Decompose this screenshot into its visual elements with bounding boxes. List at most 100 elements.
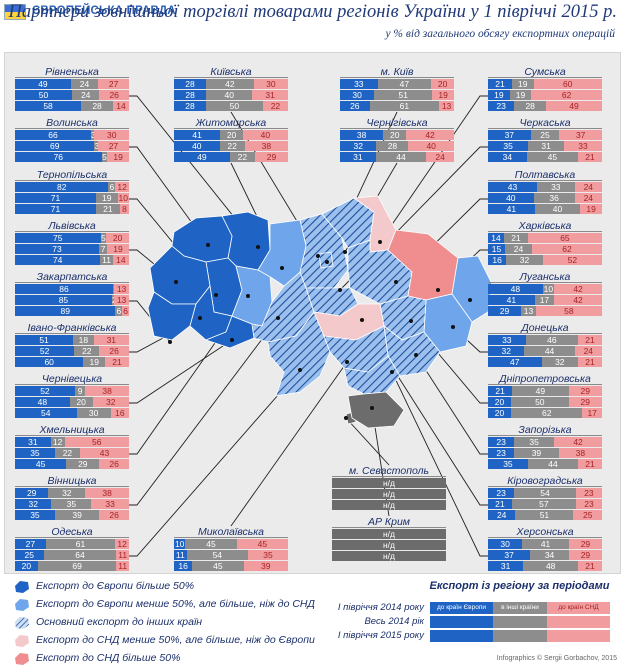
bar-seg-cis: 13 bbox=[114, 295, 129, 305]
bar-seg-cis: 14 bbox=[113, 101, 129, 111]
bar-h1-2015: 29 13 58 bbox=[488, 306, 602, 316]
bar-seg-other: 57 bbox=[511, 499, 577, 509]
bar-seg-europe: 23 bbox=[488, 448, 515, 458]
bar-seg-europe: 10 bbox=[174, 539, 186, 549]
bar-seg-cis: 14 bbox=[112, 255, 129, 265]
bar-seg-cis: 62 bbox=[532, 244, 602, 254]
logo[interactable]: ЄВРОПЕЙСЬКА ПРАВДА bbox=[4, 3, 176, 23]
no-data-bar: н/д bbox=[332, 551, 446, 561]
bar-seg-other: 33 bbox=[537, 182, 575, 192]
region-26-panel: АР Крим н/д н/д н/д bbox=[332, 516, 446, 562]
bar-seg-other: 32 bbox=[541, 357, 579, 367]
bar-seg-europe: 74 bbox=[15, 255, 101, 265]
bar-seg-other: 24 bbox=[70, 79, 99, 89]
bar-seg-cis: 42 bbox=[554, 284, 602, 294]
bar-seg-cis: 38 bbox=[85, 386, 129, 396]
period-label: I півріччя 2014 року bbox=[337, 602, 424, 613]
bar-seg-europe: 82 bbox=[15, 182, 109, 192]
page-subtitle: у % від загального обсягу експортних опе… bbox=[385, 28, 615, 40]
bar-h1-2014: 66 3 30 bbox=[15, 130, 129, 140]
bar-seg-other: 48 bbox=[523, 561, 579, 571]
bar-seg-other: 28 bbox=[376, 141, 409, 151]
bar-seg-other: 49 bbox=[512, 386, 569, 396]
bar-seg-europe: 23 bbox=[488, 488, 515, 498]
bar-seg-europe: 30 bbox=[488, 539, 523, 549]
bar-year-2014: 71 19 10 bbox=[15, 193, 129, 203]
bar-seg-other: 22 bbox=[54, 448, 80, 458]
bar-seg-cis: 12 bbox=[115, 182, 129, 192]
bar-seg-europe: 73 bbox=[15, 244, 100, 254]
bar-year-2014: 52 22 26 bbox=[15, 346, 129, 356]
bar-seg-cis: 26 bbox=[99, 346, 129, 356]
bar-seg-other: 32 bbox=[506, 255, 543, 265]
bar-year-2014: 69 3 27 bbox=[15, 141, 129, 151]
bar-seg-other: 20 bbox=[69, 397, 93, 407]
bar-seg-other: 61 bbox=[369, 101, 440, 111]
bar-seg-other: 19 bbox=[95, 193, 118, 203]
bar-seg-europe: 54 bbox=[15, 408, 77, 418]
period-seg-other bbox=[493, 630, 547, 642]
region-name: Вінницька bbox=[15, 475, 129, 487]
period-seg-cis bbox=[547, 630, 610, 642]
bar-seg-other: 20 bbox=[383, 130, 407, 140]
bar-seg-europe: 40 bbox=[174, 141, 220, 151]
bar-seg-europe: 71 bbox=[15, 193, 96, 203]
bar-seg-other: 45 bbox=[192, 561, 244, 571]
bar-seg-europe: 41 bbox=[174, 130, 221, 140]
bar-h1-2014: 38 20 42 bbox=[340, 130, 454, 140]
bar-seg-other: 7 bbox=[99, 244, 108, 254]
bar-seg-other: 28 bbox=[81, 101, 114, 111]
region-8-panel: Вінницька 29 32 38 32 35 33 35 39 26 bbox=[15, 475, 129, 521]
region-25-panel: м. Севастополь н/д н/д н/д bbox=[332, 465, 446, 511]
bar-h1-2014: 31 12 56 bbox=[15, 437, 129, 447]
period-row: I півріччя 2014 року до країн Європи в і… bbox=[300, 602, 612, 614]
bar-seg-other: 47 bbox=[377, 79, 432, 89]
bar-seg-europe: 35 bbox=[488, 141, 529, 151]
bar-h1-2014: 37 25 37 bbox=[488, 130, 602, 140]
bar-seg-other: 50 bbox=[205, 101, 263, 111]
bar-seg-europe: 71 bbox=[15, 204, 96, 214]
bar-seg-other: 54 bbox=[186, 550, 249, 560]
bar-seg-cis: 38 bbox=[244, 141, 288, 151]
bar-seg-europe: 49 bbox=[15, 79, 71, 89]
bar-h1-2015: 45 29 26 bbox=[15, 459, 129, 469]
period-bar bbox=[430, 630, 610, 642]
period-label: Весь 2014 рік bbox=[364, 616, 424, 627]
bar-h1-2015: 89 6 6 bbox=[15, 306, 129, 316]
region-11-panel: Житомирська 41 20 40 40 22 38 49 22 29 bbox=[174, 117, 288, 163]
bar-seg-cis: 21 bbox=[578, 459, 602, 469]
bar-h1-2014: 43 33 24 bbox=[488, 182, 602, 192]
bar-h1-2014: 41 20 40 bbox=[174, 130, 288, 140]
bar-seg-europe: 52 bbox=[15, 386, 75, 396]
bar-seg-europe: 20 bbox=[15, 561, 38, 571]
bar-h1-2015: 26 61 13 bbox=[340, 101, 454, 111]
legend: Експорт до Європи більше 50% Експорт до … bbox=[0, 574, 625, 667]
bar-seg-europe: 30 bbox=[340, 90, 375, 100]
credit: Infographics © Sergii Gorbachov, 2015 bbox=[496, 655, 617, 662]
flag-icon bbox=[4, 4, 26, 20]
region-2-panel: Тернопільська 82 6 12 71 19 10 71 21 8 bbox=[15, 169, 129, 215]
bar-seg-europe: 29 bbox=[488, 306, 522, 316]
bar-seg-cis: 21 bbox=[578, 357, 602, 367]
legend-label: Експорт до СНД менше 50%, але більше, ні… bbox=[36, 634, 315, 646]
bar-seg-cis: 13 bbox=[114, 284, 129, 294]
bar-seg-other: 22 bbox=[219, 141, 245, 151]
bar-seg-europe: 58 bbox=[15, 101, 82, 111]
bar-seg-europe: 33 bbox=[488, 335, 526, 345]
bar-seg-cis: 10 bbox=[117, 193, 129, 203]
bar-seg-europe: 16 bbox=[174, 561, 193, 571]
bar-h1-2015: 16 45 39 bbox=[174, 561, 288, 571]
region-23-panel: Херсонська 30 41 29 37 34 29 31 48 21 bbox=[488, 526, 602, 572]
logo-text: ЄВРОПЕЙСЬКА ПРАВДА bbox=[32, 5, 176, 17]
region-name: Київська bbox=[174, 66, 288, 78]
bar-seg-europe: 28 bbox=[174, 90, 207, 100]
bar-h1-2014: 86113 bbox=[15, 284, 129, 294]
bar-seg-europe: 34 bbox=[488, 152, 527, 162]
region-24-panel: Миколаївська 10 45 45 11 54 35 16 45 39 bbox=[174, 526, 288, 572]
bar-seg-cis: 11 bbox=[116, 550, 129, 560]
bar-seg-other: 40 bbox=[206, 90, 253, 100]
bar-seg-cis: 58 bbox=[535, 306, 602, 316]
bar-h1-2015: 35 44 21 bbox=[488, 459, 602, 469]
region-6-panel: Чернівецька 52 9 38 48 20 32 54 30 16 bbox=[15, 373, 129, 419]
region-7-panel: Хмельницька 31 12 56 35 22 43 45 29 26 bbox=[15, 424, 129, 470]
